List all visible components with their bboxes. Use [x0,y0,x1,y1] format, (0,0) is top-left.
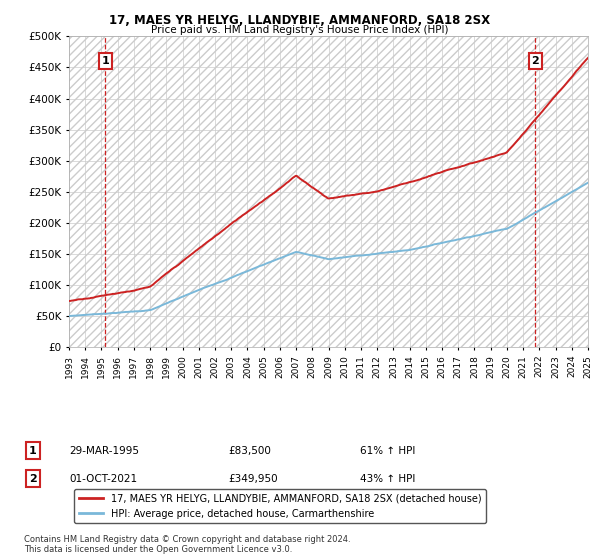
Text: 61% ↑ HPI: 61% ↑ HPI [360,446,415,456]
Text: Price paid vs. HM Land Registry's House Price Index (HPI): Price paid vs. HM Land Registry's House … [151,25,449,35]
Text: 17, MAES YR HELYG, LLANDYBIE, AMMANFORD, SA18 2SX: 17, MAES YR HELYG, LLANDYBIE, AMMANFORD,… [109,14,491,27]
Text: 29-MAR-1995: 29-MAR-1995 [69,446,139,456]
Legend: 17, MAES YR HELYG, LLANDYBIE, AMMANFORD, SA18 2SX (detached house), HPI: Average: 17, MAES YR HELYG, LLANDYBIE, AMMANFORD,… [74,489,486,524]
Text: 01-OCT-2021: 01-OCT-2021 [69,474,137,484]
Text: 2: 2 [532,56,539,66]
Text: 1: 1 [29,446,37,456]
Text: £349,950: £349,950 [228,474,278,484]
Text: 2: 2 [29,474,37,484]
Text: £83,500: £83,500 [228,446,271,456]
Text: 43% ↑ HPI: 43% ↑ HPI [360,474,415,484]
Text: Contains HM Land Registry data © Crown copyright and database right 2024.
This d: Contains HM Land Registry data © Crown c… [24,535,350,554]
Text: 1: 1 [101,56,109,66]
